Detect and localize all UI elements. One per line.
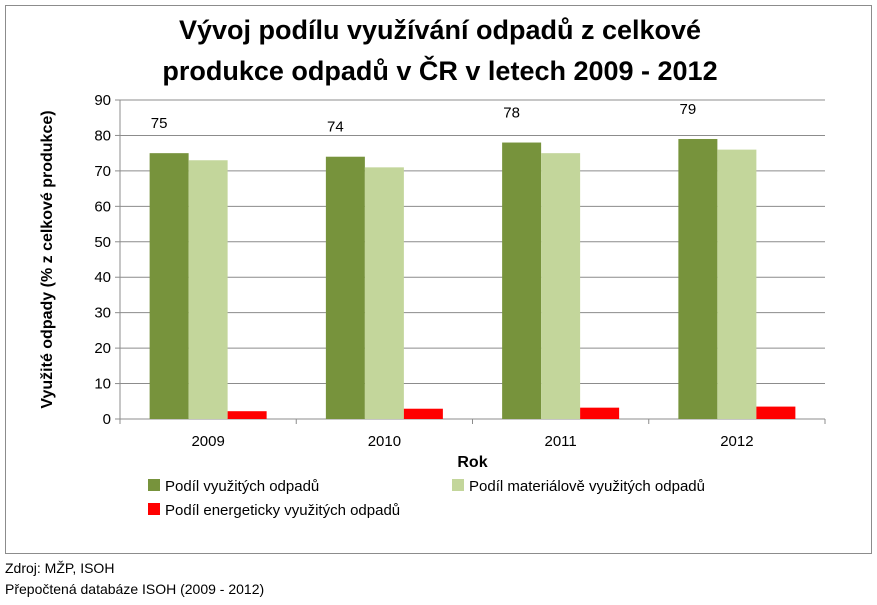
bar-2012-s3 (756, 406, 796, 419)
legend-swatch-3 (148, 503, 160, 515)
y-tick-label: 80 (94, 127, 111, 144)
bar-2012-s1 (678, 138, 718, 419)
data-label: 79 (680, 101, 697, 118)
legend-swatch-2 (452, 479, 464, 491)
chart-title-line-2: produkce odpadů v ČR v letech 2009 - 201… (162, 56, 718, 86)
x-tick-label: 2010 (368, 433, 401, 450)
y-tick-label: 70 (94, 163, 111, 180)
legend-label-1: Podíl využitých odpadů (165, 478, 319, 495)
bar-2009-s3 (227, 411, 267, 419)
bar-2010-s3 (403, 408, 443, 419)
bar-2012-s2 (717, 149, 757, 419)
source-line-1: Zdroj: MŽP, ISOH (5, 560, 115, 576)
y-tick-label: 30 (94, 305, 111, 322)
x-axis-title: Rok (457, 454, 487, 471)
y-tick-label: 0 (103, 411, 111, 428)
bar-2010-s2 (364, 167, 404, 419)
data-label: 74 (327, 119, 344, 136)
y-tick-label: 40 (94, 269, 111, 286)
x-tick-label: 2011 (544, 433, 576, 450)
x-tick-label: 2012 (720, 433, 753, 450)
data-label: 78 (503, 105, 520, 122)
y-tick-label: 60 (94, 198, 111, 215)
bar-2009-s2 (188, 160, 228, 419)
bar-2011-s3 (580, 407, 620, 419)
data-label: 75 (151, 115, 168, 132)
bar-2011-s1 (502, 142, 542, 420)
bar-2011-s2 (541, 153, 581, 419)
bar-2009-s1 (149, 153, 189, 419)
legend-label-2: Podíl materiálově využitých odpadů (469, 478, 705, 495)
chart-title-line-1: Vývoj podílu využívání odpadů z celkové (178, 15, 702, 45)
y-tick-label: 90 (94, 92, 111, 109)
y-tick-label: 20 (94, 340, 111, 357)
x-tick-label: 2009 (191, 433, 224, 450)
bar-2010-s1 (325, 156, 365, 419)
legend-label-3: Podíl energeticky využitých odpadů (165, 502, 400, 519)
legend-swatch-1 (148, 479, 160, 491)
y-tick-label: 10 (94, 376, 111, 393)
chart-title: Vývoj podílu využívání odpadů z celkové … (60, 10, 820, 92)
y-tick-label: 50 (94, 234, 111, 251)
source-line-2: Přepočtená databáze ISOH (2009 - 2012) (5, 581, 265, 597)
bar-chart: 0 10 20 30 40 50 60 70 80 90 2009 75 2010 74 2011 78 201… (39, 92, 826, 519)
y-axis-title: Využité odpady (% z celkové produkce) (39, 110, 56, 408)
